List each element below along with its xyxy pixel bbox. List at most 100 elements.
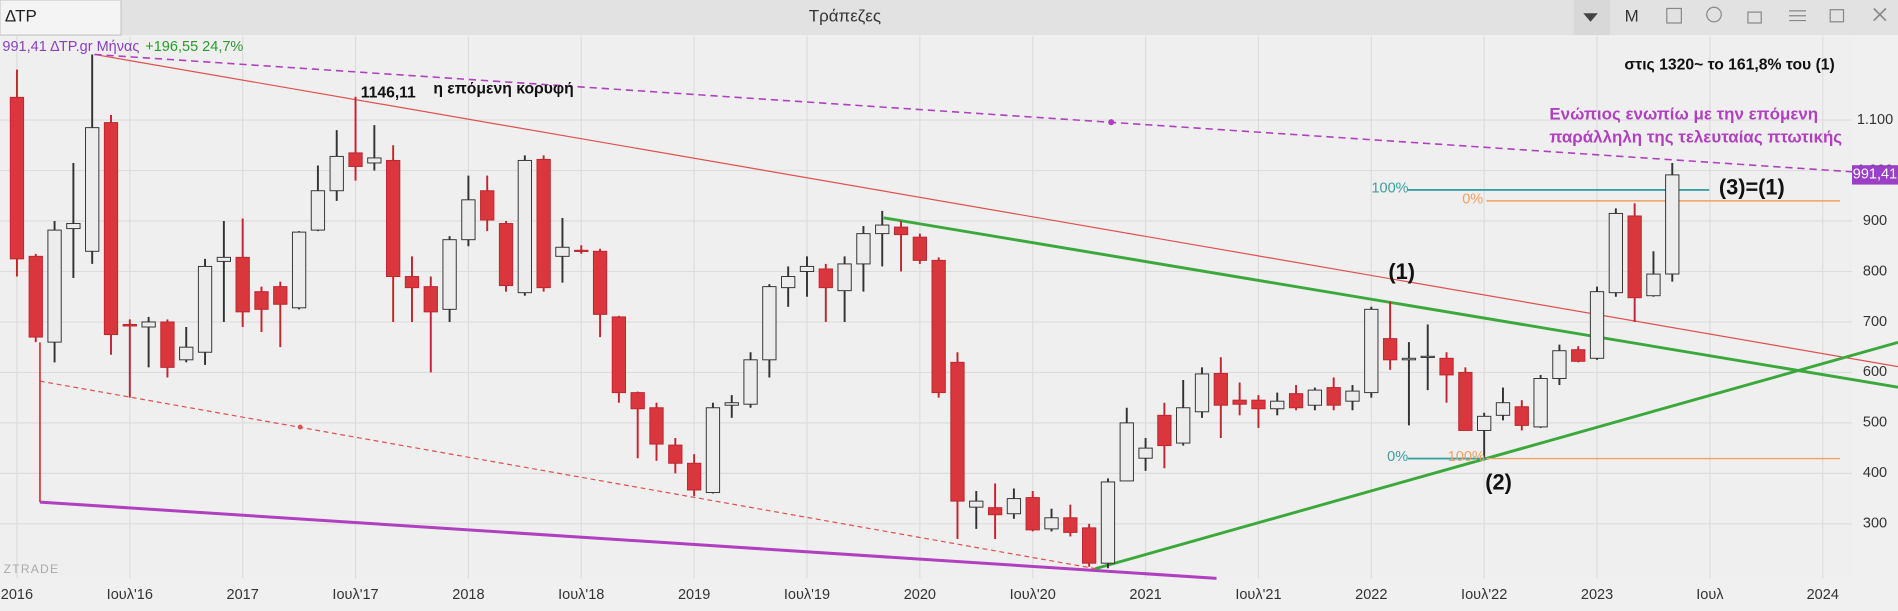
candle-body: [179, 346, 194, 361]
x-tick-label: Ιουλ'20: [1010, 587, 1056, 603]
candle-body: [799, 265, 815, 272]
candle-body: [1458, 371, 1473, 431]
candle-body: [950, 361, 965, 502]
candle-body: [310, 190, 326, 231]
candle-body: [1439, 357, 1454, 376]
x-tick-label: 2020: [904, 587, 936, 603]
fib-label: 0%: [1462, 191, 1483, 207]
icon-lock[interactable]: [1747, 11, 1762, 24]
trend-line: [94, 53, 1853, 173]
candle-body: [254, 291, 269, 310]
candle-body: [9, 96, 25, 260]
candle-body: [1495, 402, 1511, 416]
candle-body: [216, 256, 232, 262]
annotation: παράλληλη της τελευταίας πτωτικής: [1549, 127, 1842, 146]
candle-body: [1194, 373, 1210, 413]
candle-body: [987, 507, 1003, 516]
candle-body: [1044, 517, 1059, 530]
price-tag: [1852, 165, 1898, 185]
trend-line: [1095, 341, 1898, 571]
info-change: +196,55 24,7%: [145, 39, 243, 55]
candle-body: [498, 223, 514, 287]
x-tick-label: Ιουλ'16: [107, 587, 153, 603]
candle-body: [291, 231, 307, 309]
candle-body: [1608, 212, 1623, 294]
candle-body: [404, 276, 420, 289]
dropdown-arrow[interactable]: [1583, 13, 1598, 22]
candle-body: [386, 159, 401, 278]
icon-comment[interactable]: [1706, 6, 1722, 23]
x-tick-label: 2024: [1807, 587, 1839, 603]
y-tick-label: 300: [1863, 516, 1887, 532]
x-tick-label: Ιουλ'22: [1461, 587, 1507, 603]
candle-body: [1364, 308, 1379, 394]
candle-body: [1288, 393, 1304, 409]
candle-body: [1213, 372, 1228, 406]
candle-body: [856, 233, 871, 265]
candle-body: [1138, 447, 1153, 459]
drawings: [39, 53, 1898, 580]
candle-body: [1232, 399, 1247, 405]
candle-body: [1514, 406, 1529, 426]
candle-body: [160, 321, 175, 368]
candle-body: [1100, 481, 1116, 564]
candle-body: [555, 246, 570, 257]
candle-body: [893, 226, 909, 236]
x-tick-label: 2016: [1, 587, 33, 603]
fib-label: 100%: [1371, 181, 1408, 197]
period-button[interactable]: M: [1625, 6, 1639, 25]
header-bar: [0, 0, 1898, 36]
candle-body: [592, 250, 608, 315]
x-tick-label: 2017: [227, 587, 259, 603]
candle-body: [1119, 422, 1134, 482]
candle-body: [611, 316, 627, 394]
annotation: Ενώπιος ενωπίω με την επόμενη: [1549, 104, 1818, 123]
candle-body: [686, 462, 702, 491]
candle-body: [1006, 498, 1022, 515]
candle-body: [536, 158, 551, 289]
candle-body: [1063, 517, 1078, 533]
candle-body: [1157, 414, 1172, 447]
icon-save[interactable]: [1666, 7, 1682, 24]
x-tick-label: 2022: [1355, 587, 1387, 603]
candle-body: [329, 155, 344, 192]
header-title: Τράπεζες: [809, 6, 881, 25]
tab-label[interactable]: ΔΤΡ: [5, 6, 37, 25]
fib-label: 0%: [1387, 449, 1408, 465]
candle-body: [912, 236, 927, 261]
candle-body: [1025, 497, 1040, 531]
candles: [9, 54, 1680, 569]
candle-body: [630, 392, 645, 410]
icon-menu[interactable]: [1789, 10, 1807, 22]
candle-body: [28, 255, 43, 338]
candle-body: [1382, 338, 1398, 361]
candle-body: [141, 321, 156, 328]
candle-body: [1307, 389, 1323, 406]
candle-body: [818, 268, 833, 289]
annotation: στις 1320~ το 161,8% του (1): [1624, 56, 1834, 73]
y-tick-label: 400: [1863, 465, 1887, 481]
x-tick-label: 2021: [1129, 587, 1161, 603]
candle-body: [461, 199, 476, 241]
candle-body: [762, 286, 777, 361]
y-tick-label: 600: [1863, 364, 1887, 380]
candle-body: [1251, 399, 1266, 410]
trend-line: [39, 380, 1096, 570]
candle-body: [705, 407, 721, 494]
y-tick-label: 700: [1863, 314, 1887, 330]
grid: 3004005006007008009001.0001.1002016Ιουλ'…: [0, 36, 1893, 603]
icon-close[interactable]: [1873, 7, 1887, 22]
candle-body: [1420, 355, 1435, 358]
candle-body: [273, 286, 288, 305]
candle-body: [47, 229, 62, 343]
x-tick-label: Ιουλ'18: [558, 587, 604, 603]
candle-body: [1082, 527, 1097, 564]
candle-body: [1571, 349, 1586, 362]
tab[interactable]: [0, 0, 122, 36]
candle-body: [1627, 215, 1642, 299]
candle-body: [969, 500, 984, 508]
icon-restore[interactable]: [1829, 9, 1845, 23]
candle-body: [875, 224, 890, 235]
